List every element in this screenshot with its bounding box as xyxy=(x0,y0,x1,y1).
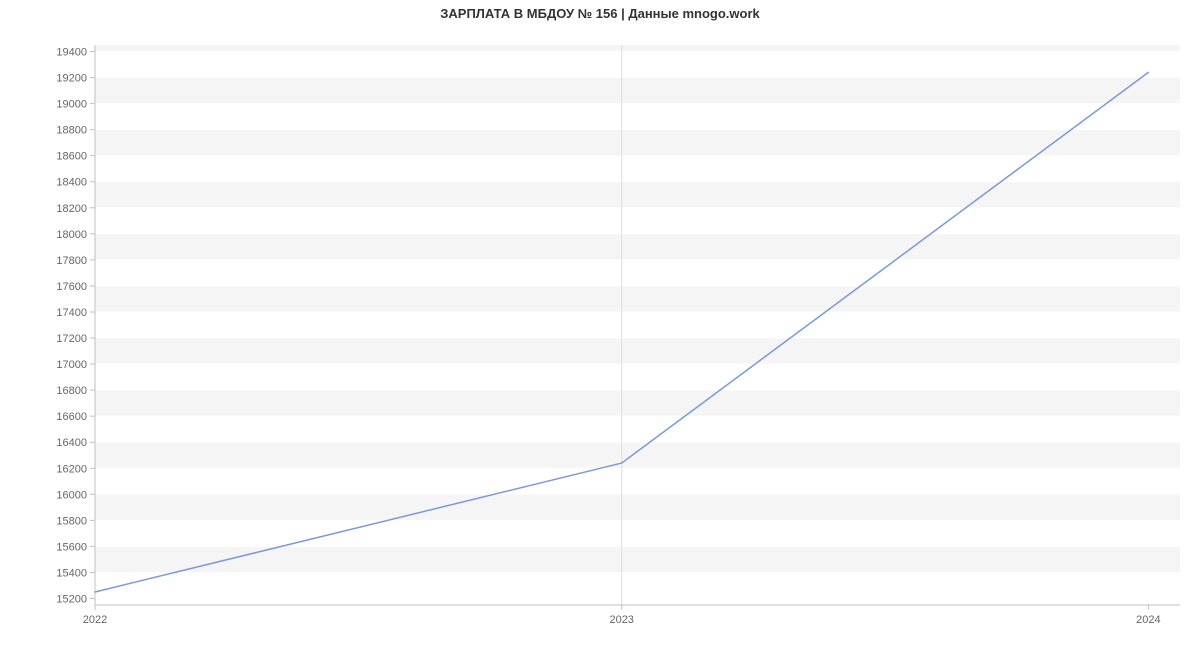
y-tick-label: 17000 xyxy=(56,359,87,371)
y-tick-label: 16400 xyxy=(56,437,87,449)
x-tick-label: 2022 xyxy=(83,614,107,626)
y-tick-label: 19200 xyxy=(56,73,87,85)
y-tick-label: 16000 xyxy=(56,489,87,501)
y-tick-label: 15400 xyxy=(56,567,87,579)
y-tick-label: 15600 xyxy=(56,541,87,553)
y-tick-label: 18000 xyxy=(56,229,87,241)
salary-line-chart: ЗАРПЛАТА В МБДОУ № 156 | Данные mnogo.wo… xyxy=(0,0,1200,650)
y-tick-label: 17600 xyxy=(56,281,87,293)
y-tick-label: 19400 xyxy=(56,47,87,59)
y-tick-label: 19000 xyxy=(56,99,87,111)
x-tick-label: 2023 xyxy=(609,614,633,626)
y-tick-label: 17800 xyxy=(56,255,87,267)
y-tick-label: 17200 xyxy=(56,333,87,345)
y-tick-label: 16200 xyxy=(56,463,87,475)
y-tick-label: 18600 xyxy=(56,151,87,163)
y-tick-label: 15800 xyxy=(56,515,87,527)
y-tick-label: 16800 xyxy=(56,385,87,397)
y-tick-label: 17400 xyxy=(56,307,87,319)
y-tick-label: 16600 xyxy=(56,411,87,423)
y-tick-label: 15200 xyxy=(56,593,87,605)
x-tick-label: 2024 xyxy=(1136,614,1160,626)
chart-svg: 15200 15400 15600 15800 16000 16200 16400 16600… xyxy=(0,0,1200,650)
y-tick-label: 18800 xyxy=(56,125,87,137)
y-tick-label: 18200 xyxy=(56,203,87,215)
y-tick-label: 18400 xyxy=(56,177,87,189)
chart-title: ЗАРПЛАТА В МБДОУ № 156 | Данные mnogo.wo… xyxy=(0,6,1200,21)
